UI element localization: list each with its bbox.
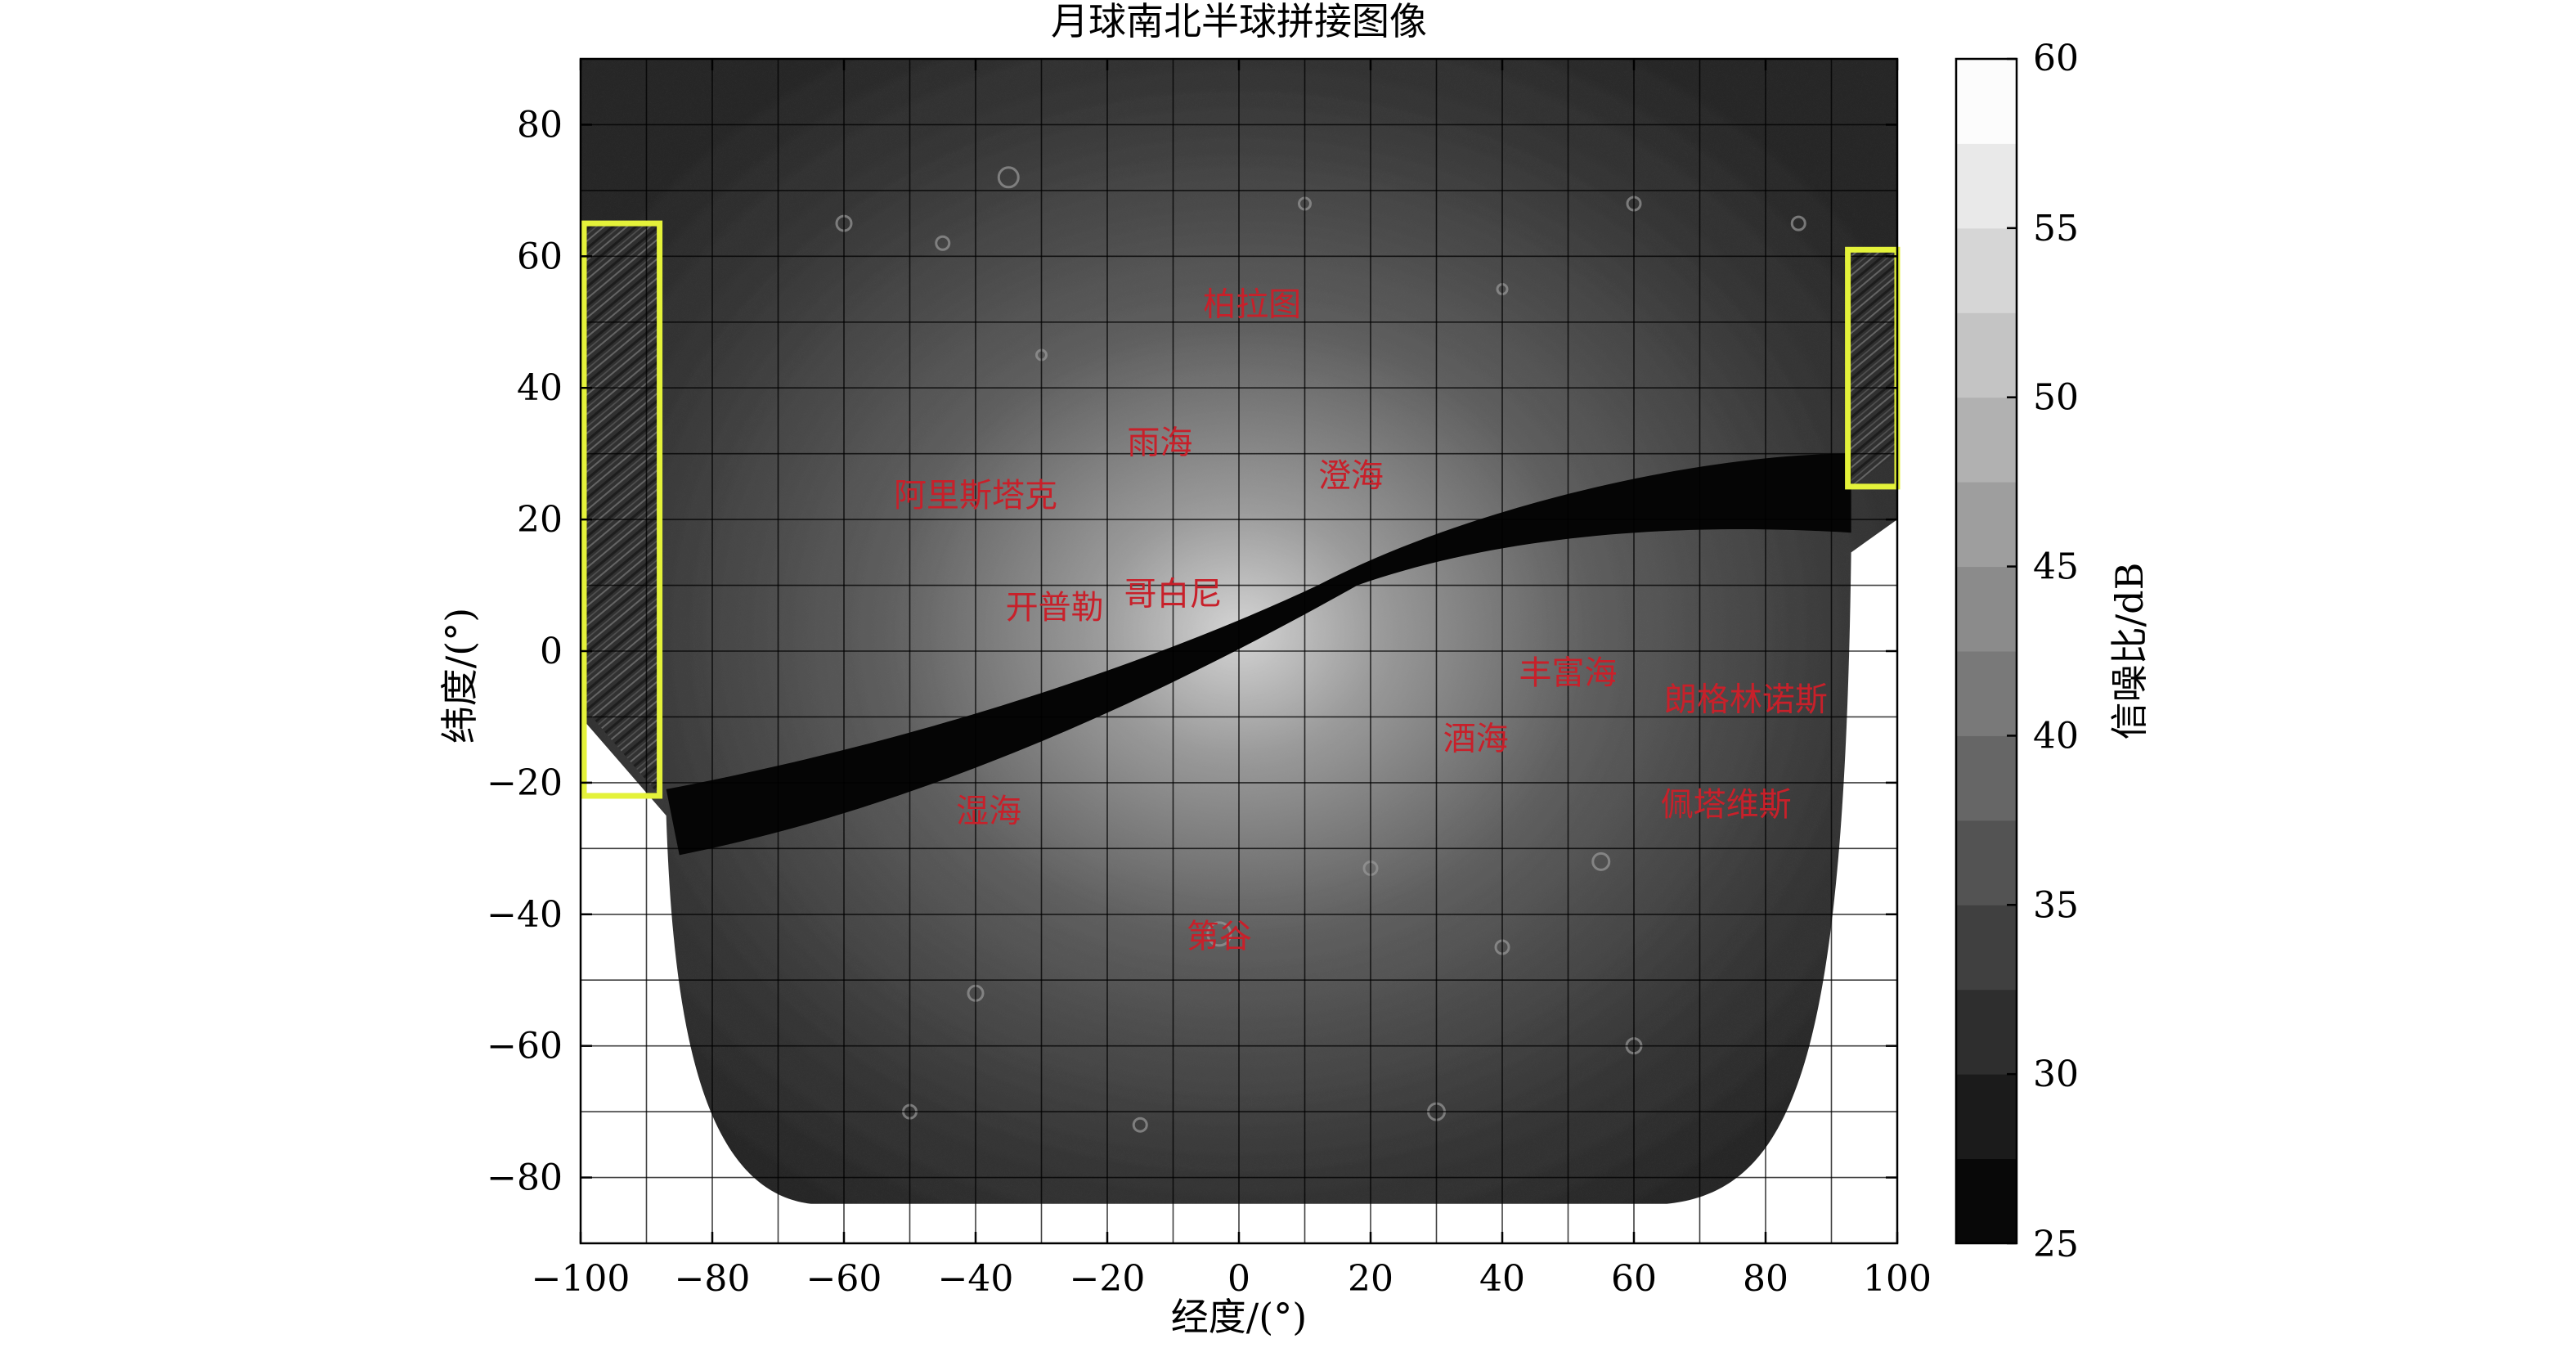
y-tick-label: 20 <box>517 499 563 541</box>
highlight-box-1 <box>581 220 663 799</box>
right-edge-streaks <box>1844 249 1897 487</box>
x-tick-label: −100 <box>532 1258 631 1300</box>
colorbar-frame <box>1954 57 2018 1245</box>
x-tick-label: 0 <box>1227 1258 1250 1300</box>
colorbar-tick-label: 30 <box>2033 1054 2079 1095</box>
data-gap-band <box>666 453 1851 856</box>
colorbar-level <box>1956 227 2017 313</box>
x-tick-label: 60 <box>1611 1258 1657 1300</box>
crater <box>935 235 951 251</box>
colorbar-level <box>1956 651 2017 736</box>
colorbar-level <box>1956 1074 2017 1160</box>
y-tick-label: −60 <box>487 1026 563 1067</box>
feature-label: 澄海 <box>1318 457 1384 495</box>
x-tick-label: −80 <box>675 1258 751 1300</box>
colorbar-level <box>1956 735 2017 821</box>
feature-label: 第谷 <box>1187 918 1252 955</box>
chart-area: −100 −80 −60 −40 −20 0 20 40 60 80 100 −80 −60 −40 −20… <box>438 0 2152 1339</box>
crater <box>997 166 1020 189</box>
colorbar-level <box>1956 989 2017 1075</box>
colorbar: 25 30 35 40 45 50 55 60 信噪比/dB <box>1954 38 2152 1265</box>
feature-label: 开普勒 <box>1006 589 1104 627</box>
axis-ticks: −100 −80 −60 −40 −20 0 20 40 60 80 100 −80 −60 −40 −20… <box>487 59 1932 1300</box>
colorbar-level <box>1956 566 2017 652</box>
crater <box>1206 921 1232 947</box>
y-axis-label: 纬度/(°) <box>438 608 482 744</box>
y-tick-label: −40 <box>487 894 563 936</box>
y-tick-label: 80 <box>517 104 563 146</box>
colorbar-tick-label: 25 <box>2033 1224 2079 1265</box>
colorbar-level <box>1956 820 2017 905</box>
colorbar-level <box>1956 1158 2017 1244</box>
feature-label: 丰富海 <box>1519 654 1618 692</box>
colorbar-level <box>1956 905 2017 991</box>
x-tick-label: 20 <box>1348 1258 1393 1300</box>
x-tick-label: −40 <box>938 1258 1014 1300</box>
left-edge-streaks <box>581 223 660 796</box>
colorbar-tick-label: 35 <box>2033 884 2079 926</box>
x-tick-label: −60 <box>806 1258 882 1300</box>
feature-label: 湿海 <box>956 793 1021 830</box>
x-tick-label: 40 <box>1479 1258 1525 1300</box>
colorbar-level <box>1956 312 2017 398</box>
x-tick-label: −20 <box>1070 1258 1146 1300</box>
colorbar-level <box>1956 59 2017 144</box>
colorbar-tick-label: 45 <box>2033 546 2079 588</box>
y-tick-label: 60 <box>517 236 563 277</box>
feature-label: 朗格林诺斯 <box>1664 681 1828 718</box>
crater <box>1132 1117 1148 1133</box>
feature-label: 柏拉图 <box>1203 286 1301 324</box>
x-axis-label: 经度/(°) <box>1171 1295 1307 1339</box>
x-tick-label: 100 <box>1863 1258 1932 1300</box>
colorbar-level <box>1956 143 2017 229</box>
colorbar-level <box>1956 397 2017 483</box>
x-tick-label: 80 <box>1743 1258 1788 1300</box>
y-tick-label: −80 <box>487 1157 563 1199</box>
crater <box>1790 215 1806 231</box>
feature-label: 酒海 <box>1443 721 1509 758</box>
colorbar-level <box>1956 482 2017 568</box>
feature-label: 哥白尼 <box>1124 576 1223 613</box>
grid <box>580 58 1898 1244</box>
y-tick-label: 0 <box>540 631 563 672</box>
feature-label: 阿里斯塔克 <box>894 477 1057 514</box>
colorbar-tick-label: 55 <box>2033 208 2079 249</box>
feature-label: 佩塔维斯 <box>1661 786 1792 824</box>
chart-title: 月球南北半球拼接图像 <box>1051 0 1427 43</box>
colorbar-label: 信噪比/dB <box>2107 563 2152 740</box>
colorbar-tick-label: 40 <box>2033 715 2079 757</box>
colorbar-tick-label: 50 <box>2033 377 2079 419</box>
y-tick-label: 40 <box>517 367 563 409</box>
feature-label: 雨海 <box>1127 425 1192 462</box>
colorbar-tick-label: 60 <box>2033 38 2079 79</box>
y-tick-label: −20 <box>487 762 563 804</box>
crater <box>1591 851 1611 871</box>
